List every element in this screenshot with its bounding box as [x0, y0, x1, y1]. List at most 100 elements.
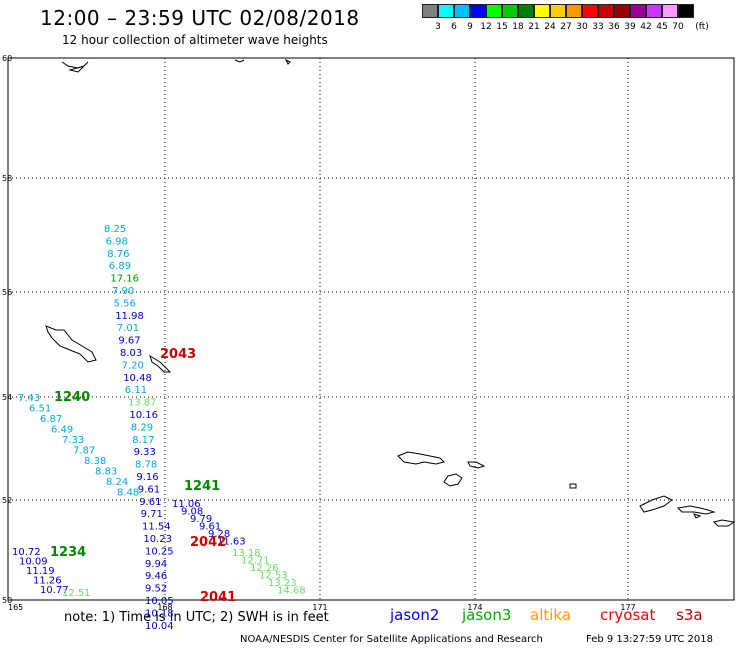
swh-value-label: 11.26 [33, 576, 62, 587]
swh-value-label: 10.23 [143, 534, 172, 545]
lat-label: 52 [2, 496, 12, 505]
swh-value-label: 5.56 [114, 298, 136, 309]
swh-value-label: 14.68 [277, 586, 306, 597]
swh-value-label: 9.33 [134, 447, 156, 458]
pass-number-label: 1240 [54, 390, 90, 405]
lon-label: 174 [467, 603, 482, 612]
swh-value-label: 6.87 [40, 414, 62, 425]
color-scale-ticks: 3 6 9 12 15 18 21 24 27 30 33 36 39 42 45 70 (ft) [422, 22, 738, 34]
swh-value-label: 11.54 [142, 522, 171, 533]
swh-value-label: 8.48 [117, 488, 139, 499]
color-scale-tick: 3 [435, 22, 441, 32]
swh-value-label: 13.18 [232, 548, 261, 559]
color-scale-tick: 18 [512, 22, 524, 32]
credit-timestamp: Feb 9 13:27:59 UTC 2018 [586, 634, 713, 645]
swh-value-label: 9.52 [145, 584, 167, 595]
satellite-legend-item: jason2 [390, 606, 440, 624]
color-swatch [678, 4, 694, 18]
swh-value-label: 12.51 [62, 588, 91, 599]
island-andreanof-1 [639, 495, 673, 513]
color-scale: 3 6 9 12 15 18 21 24 27 30 33 36 39 42 45 70 (ft) [422, 4, 732, 34]
swh-value-label: 9.79 [190, 514, 212, 525]
swh-value-label: 12.53 [259, 571, 288, 582]
island-andreanof-3 [713, 519, 736, 527]
credit-line: NOAA/NESDIS Center for Satellite Applica… [240, 634, 543, 645]
lat-label: 58 [2, 174, 12, 183]
color-scale-tick: 30 [576, 22, 588, 32]
pass-number-label: 2042 [190, 535, 226, 550]
swh-value-label: 8.25 [104, 224, 126, 235]
satellite-legend-item: cryosat [600, 606, 656, 624]
swh-value-label: 8.38 [84, 456, 106, 467]
swh-value-label: 6.89 [109, 261, 131, 272]
color-swatch [566, 4, 582, 18]
color-scale-tick: 33 [592, 22, 604, 32]
color-scale-tick: 27 [560, 22, 572, 32]
color-swatch [470, 4, 486, 18]
lat-label: 50 [2, 596, 12, 605]
swh-value-label: 9.61 [199, 522, 221, 533]
swh-value-label: 10.04 [145, 621, 174, 632]
island-rat-4 [569, 483, 577, 489]
island-rat-2 [443, 473, 463, 487]
color-scale-unit: (ft) [695, 22, 709, 32]
color-scale-tick: 42 [640, 22, 652, 32]
pass-number-label: 1241 [184, 479, 220, 494]
swh-value-label: 9.67 [118, 336, 140, 347]
swh-value-label: 9.16 [136, 472, 158, 483]
color-swatch [598, 4, 614, 18]
footer-note: note: 1) Time is in UTC; 2) SWH is in fe… [64, 610, 329, 625]
swh-value-label: 6.51 [29, 404, 51, 415]
lon-label: 168 [157, 603, 172, 612]
color-swatch [630, 4, 646, 18]
color-swatch [662, 4, 678, 18]
color-scale-tick: 45 [656, 22, 668, 32]
satellite-legend-item: jason3 [462, 606, 512, 624]
color-scale-tick: 12 [480, 22, 492, 32]
color-scale-tick: 21 [528, 22, 540, 32]
swh-value-label: 8.17 [132, 435, 154, 446]
coastlines [45, 58, 736, 527]
swh-value-label: 9.28 [208, 529, 230, 540]
island-andreanof-4 [693, 513, 702, 519]
satellite-legend-item: s3a [676, 606, 703, 624]
island-rat-1 [397, 451, 445, 465]
map-frame [7, 57, 735, 601]
swh-value-label: 6.49 [51, 425, 73, 436]
lon-label: 177 [620, 603, 635, 612]
swh-value-label: 12.71 [241, 556, 270, 567]
pass-number-label: 1234 [50, 545, 86, 560]
swh-value-label: 13.23 [268, 578, 297, 589]
swh-value-label: 8.03 [120, 348, 142, 359]
swh-value-label: 13.87 [128, 398, 157, 409]
color-scale-tick: 9 [467, 22, 473, 32]
swh-value-label: 7.90 [112, 286, 134, 297]
color-scale-tick: 15 [496, 22, 508, 32]
lat-label: 56 [2, 288, 12, 297]
swh-value-label: 8.24 [106, 477, 128, 488]
swh-value-label: 10.48 [123, 373, 152, 384]
color-swatch [646, 4, 662, 18]
map-subtitle: 12 hour collection of altimeter wave hei… [62, 33, 328, 47]
swh-value-label: 8.76 [107, 249, 129, 260]
swh-value-label: 7.43 [18, 393, 40, 404]
coast-top-1 [61, 61, 89, 73]
island-bering-2 [149, 354, 172, 373]
swh-value-label: 10.25 [145, 546, 174, 557]
pass-number-label: 2041 [200, 590, 236, 605]
color-swatch [518, 4, 534, 18]
color-scale-tick: 6 [451, 22, 457, 32]
swh-value-label: 8.78 [135, 460, 157, 471]
lat-label: 54 [2, 393, 12, 402]
swh-value-label: 17.16 [110, 274, 139, 285]
island-andreanof-2 [676, 505, 716, 515]
swh-value-label: 8.29 [131, 422, 153, 433]
swh-value-label: 10.72 [12, 547, 41, 558]
color-scale-tick: 39 [624, 22, 636, 32]
lat-label: 60 [2, 54, 12, 63]
swh-value-label: 11.19 [26, 566, 55, 577]
swh-value-label: 10.18 [145, 608, 174, 619]
track-labels: 8.256.98 8.766.89 17.167.905.56 11.987.01 9.… [12, 224, 306, 632]
